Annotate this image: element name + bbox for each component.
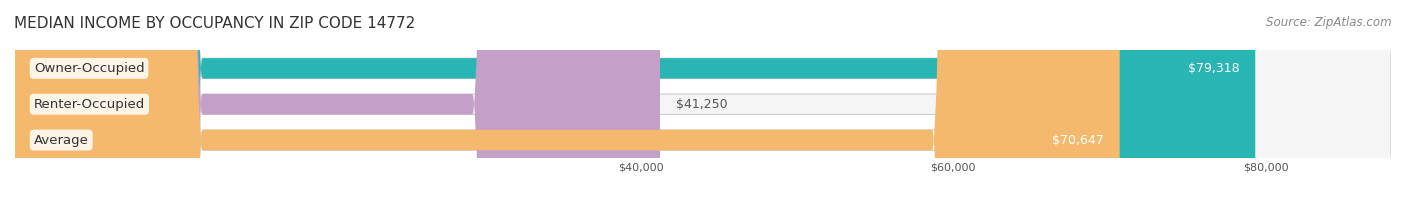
FancyBboxPatch shape: [15, 0, 1391, 197]
FancyBboxPatch shape: [15, 0, 1391, 197]
Text: Source: ZipAtlas.com: Source: ZipAtlas.com: [1267, 16, 1392, 29]
FancyBboxPatch shape: [15, 0, 659, 197]
Text: $41,250: $41,250: [676, 98, 727, 111]
Text: Owner-Occupied: Owner-Occupied: [34, 62, 145, 75]
FancyBboxPatch shape: [15, 0, 1391, 197]
Text: $70,647: $70,647: [1052, 134, 1104, 147]
Text: MEDIAN INCOME BY OCCUPANCY IN ZIP CODE 14772: MEDIAN INCOME BY OCCUPANCY IN ZIP CODE 1…: [14, 16, 415, 31]
FancyBboxPatch shape: [15, 0, 1256, 197]
Text: Average: Average: [34, 134, 89, 147]
FancyBboxPatch shape: [15, 0, 1119, 197]
Text: $79,318: $79,318: [1188, 62, 1240, 75]
Text: Renter-Occupied: Renter-Occupied: [34, 98, 145, 111]
